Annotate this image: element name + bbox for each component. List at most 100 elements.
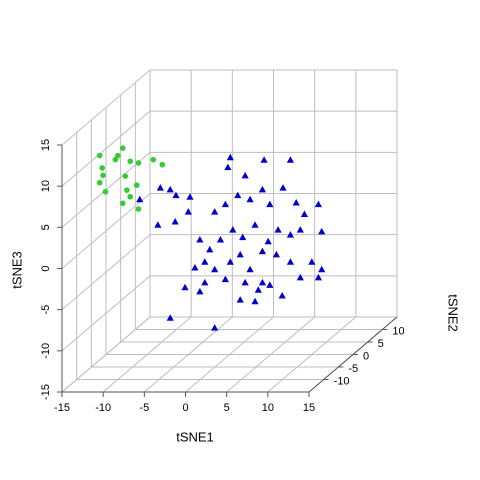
point: [115, 152, 121, 159]
point: [127, 158, 133, 165]
point: [186, 193, 194, 200]
point: [260, 156, 268, 163]
point: [239, 233, 247, 241]
point: [119, 200, 126, 207]
point: [286, 258, 295, 265]
point: [266, 200, 274, 208]
point: [133, 182, 140, 188]
point: [274, 226, 282, 233]
point: [96, 179, 103, 186]
x-tick-label: -10: [95, 402, 111, 414]
x-tick-label: -15: [54, 402, 70, 414]
y-tick-label: -5: [348, 363, 358, 375]
y-tick-label: 10: [392, 325, 404, 337]
point: [112, 156, 119, 163]
point: [292, 199, 300, 206]
point: [166, 185, 174, 193]
point: [272, 250, 281, 258]
y-tick-label: 5: [378, 338, 384, 350]
point: [234, 191, 242, 199]
point: [119, 145, 126, 151]
point: [318, 265, 326, 273]
point: [216, 236, 225, 243]
point: [201, 278, 209, 286]
point: [308, 258, 316, 265]
point: [286, 231, 295, 238]
y-tick-label: 0: [363, 350, 369, 362]
point: [184, 208, 192, 215]
z-tick-label: 0: [40, 265, 52, 271]
point: [241, 171, 249, 179]
z-tick-label: -5: [40, 305, 52, 315]
z-tick-label: 15: [40, 139, 52, 151]
point: [221, 275, 229, 283]
point: [229, 226, 237, 233]
z-tick-label: 10: [40, 180, 52, 192]
z-tick-label: -15: [40, 384, 52, 400]
z-axis-title: tSNE3: [9, 251, 24, 289]
point: [251, 221, 259, 228]
x-axis-title: tSNE1: [176, 429, 214, 444]
z-tick-label: -10: [40, 343, 52, 359]
point: [241, 278, 249, 286]
point: [181, 283, 189, 291]
x-tick-label: -5: [139, 402, 149, 414]
x-tick-label: 5: [224, 402, 230, 414]
point: [236, 296, 244, 303]
point: [154, 221, 162, 228]
point: [251, 297, 259, 305]
point: [314, 200, 323, 208]
point: [99, 165, 105, 171]
point: [156, 184, 164, 191]
point: [278, 292, 286, 299]
point: [135, 160, 142, 166]
point: [136, 195, 144, 203]
point: [171, 217, 179, 225]
z-tick-label: 5: [40, 224, 52, 230]
point: [211, 208, 219, 215]
point: [246, 195, 254, 203]
point: [211, 265, 219, 273]
y-tick-label: -10: [334, 375, 350, 387]
point: [191, 264, 199, 271]
point: [296, 226, 304, 233]
point: [206, 245, 214, 253]
point: [201, 258, 209, 265]
point: [258, 185, 267, 193]
point: [314, 273, 323, 281]
point: [166, 314, 174, 321]
x-tick-label: 15: [303, 402, 315, 414]
point: [196, 287, 204, 295]
point: [226, 258, 234, 265]
point: [96, 152, 103, 159]
y-axis-title: tSNE2: [446, 294, 461, 332]
point: [318, 227, 326, 235]
point: [196, 236, 204, 243]
point: [236, 250, 244, 258]
point: [279, 184, 287, 191]
point: [258, 247, 267, 255]
point: [286, 156, 295, 163]
point: [246, 265, 254, 273]
point: [135, 206, 142, 212]
x-tick-label: 10: [262, 402, 274, 414]
point: [150, 156, 157, 163]
point: [224, 163, 232, 171]
point: [211, 324, 219, 331]
point: [159, 161, 166, 168]
point: [102, 188, 109, 195]
point: [221, 200, 229, 208]
point: [296, 273, 304, 281]
point: [127, 193, 133, 200]
point: [172, 191, 180, 199]
x-tick-label: 0: [182, 402, 188, 414]
point: [100, 172, 106, 179]
point: [258, 278, 267, 286]
point: [264, 237, 272, 245]
point: [124, 187, 130, 193]
point: [266, 281, 274, 288]
point: [300, 210, 309, 218]
point: [226, 153, 234, 161]
